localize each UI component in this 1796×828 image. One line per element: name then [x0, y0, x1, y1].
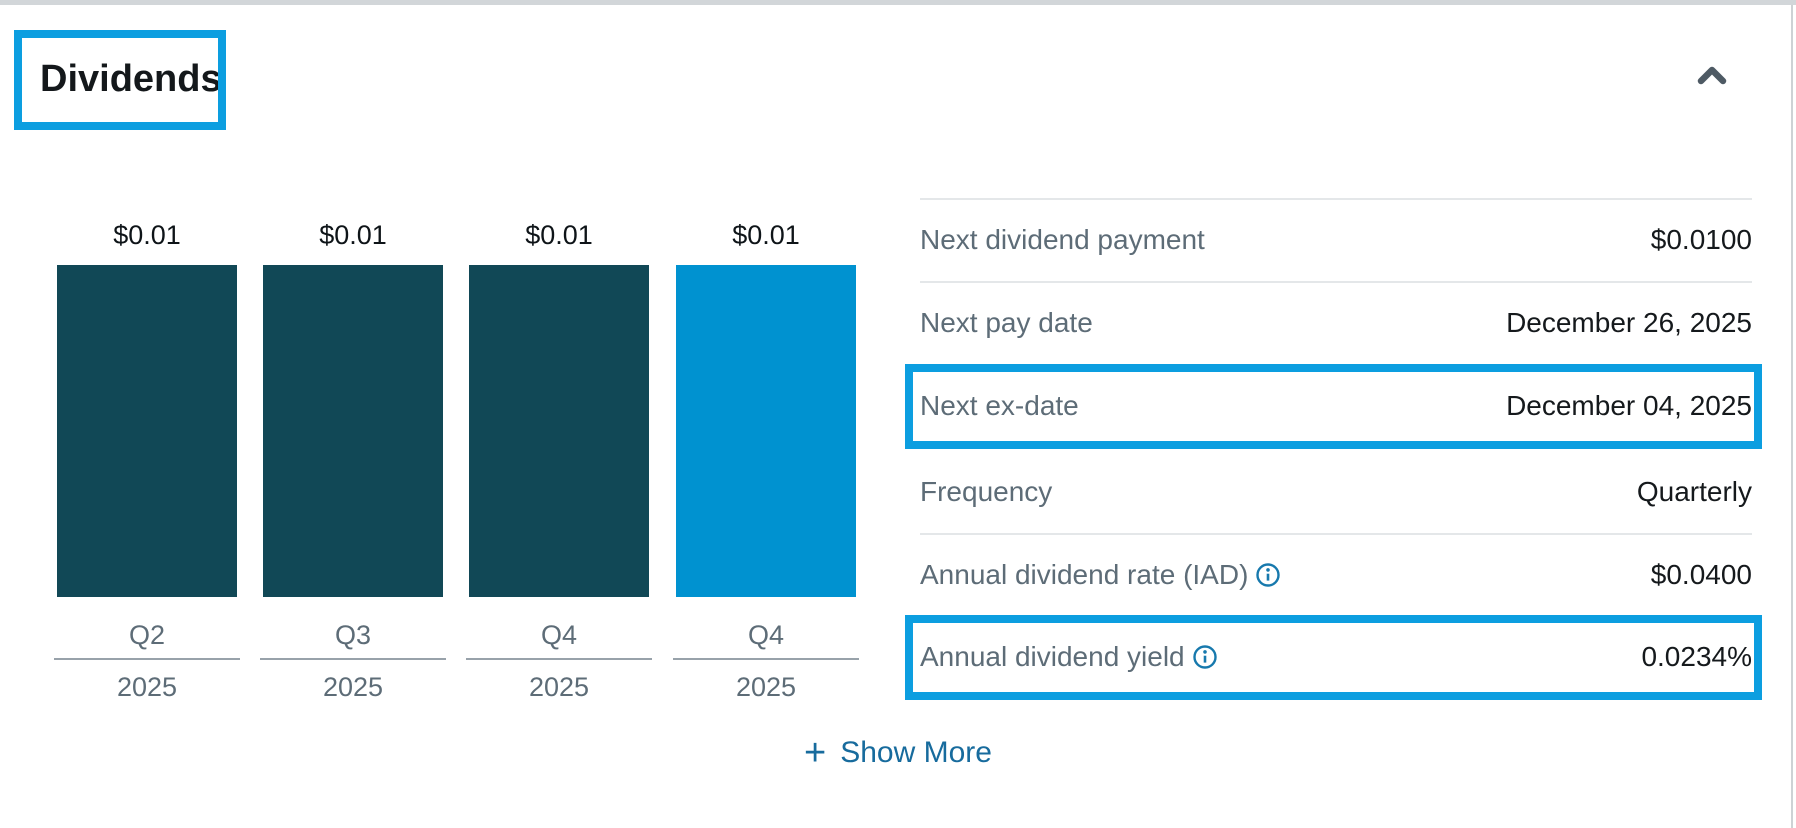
dividend-bar[interactable] — [57, 265, 237, 597]
axis-rule — [673, 658, 859, 660]
bar-value-label: $0.01 — [732, 220, 800, 250]
bar-column: $0.01 Q4 2025 — [466, 210, 652, 710]
detail-value: December 04, 2025 — [1506, 390, 1752, 421]
quarter-label: Q4 — [540, 620, 578, 650]
detail-row-frequency: Frequency Quarterly — [920, 464, 1752, 520]
detail-label: Annual dividend yield — [920, 641, 1185, 672]
window-top-strip — [0, 0, 1796, 5]
dividend-bar-highlighted[interactable] — [676, 265, 856, 597]
dividend-bar[interactable] — [469, 265, 649, 597]
show-more-link[interactable]: + Show More — [804, 733, 992, 773]
year-label: 2025 — [735, 672, 797, 702]
detail-row-annual-dividend-rate: Annual dividend rate (IAD) $0.0400 — [920, 547, 1752, 603]
panel-right-border — [1791, 5, 1793, 828]
detail-label: Next ex-date — [920, 390, 1079, 421]
show-more-label: Show More — [840, 736, 992, 769]
detail-label: Next pay date — [920, 307, 1093, 338]
chevron-up-icon — [1697, 66, 1727, 85]
quarter-label: Q3 — [334, 620, 372, 650]
row-divider — [920, 281, 1752, 283]
detail-value: Quarterly — [1636, 476, 1752, 507]
detail-row-next-dividend-payment: Next dividend payment $0.0100 — [920, 212, 1752, 268]
quarter-label: Q2 — [128, 620, 166, 650]
detail-value: December 26, 2025 — [1506, 307, 1752, 338]
bar-value-label: $0.01 — [319, 220, 387, 250]
axis-rule — [260, 658, 446, 660]
bar-column: $0.01 Q3 2025 — [260, 210, 446, 710]
info-tooltip-button[interactable] — [1255, 562, 1281, 588]
bar-column: $0.01 Q4 2025 — [673, 210, 859, 710]
detail-value: $0.0400 — [1650, 559, 1752, 590]
collapse-section-button[interactable] — [1684, 54, 1740, 98]
detail-value: $0.0100 — [1650, 224, 1752, 255]
detail-label: Frequency — [920, 476, 1053, 507]
detail-label: Annual dividend rate (IAD) — [920, 559, 1249, 590]
year-label: 2025 — [116, 672, 178, 702]
detail-value: 0.0234% — [1641, 641, 1752, 672]
info-icon — [1256, 563, 1281, 587]
axis-rule — [466, 658, 652, 660]
plus-icon: + — [804, 732, 827, 774]
detail-label: Next dividend payment — [920, 224, 1205, 255]
year-label: 2025 — [322, 672, 384, 702]
bar-value-label: $0.01 — [113, 220, 181, 250]
row-divider — [920, 198, 1752, 200]
detail-row-next-pay-date: Next pay date December 26, 2025 — [920, 295, 1752, 351]
page-title: Dividends — [40, 58, 222, 100]
info-icon — [1192, 645, 1217, 669]
bar-value-label: $0.01 — [525, 220, 593, 250]
detail-row-annual-dividend-yield: Annual dividend yield 0.0234% — [920, 629, 1752, 685]
info-tooltip-button[interactable] — [1192, 644, 1218, 670]
quarter-label: Q4 — [747, 620, 785, 650]
bar-column: $0.01 Q2 2025 — [54, 210, 240, 710]
axis-rule — [54, 658, 240, 660]
year-label: 2025 — [528, 672, 590, 702]
dividend-bar[interactable] — [263, 265, 443, 597]
row-divider — [920, 533, 1752, 535]
detail-row-next-ex-date: Next ex-date December 04, 2025 — [920, 378, 1752, 434]
